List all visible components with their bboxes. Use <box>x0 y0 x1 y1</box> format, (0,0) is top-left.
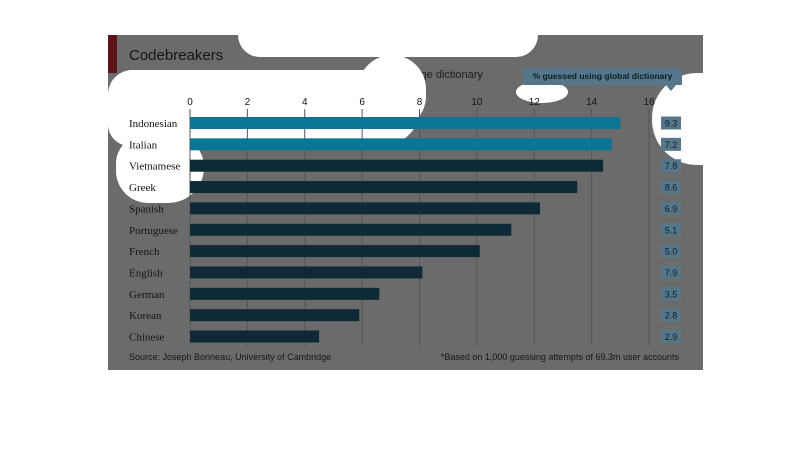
category-label: Greek <box>129 182 156 194</box>
x-tick-label: 12 <box>529 97 541 108</box>
global-dictionary-header: % guessed using global dictionary <box>523 68 682 85</box>
global-value-box <box>661 244 681 258</box>
global-value-box <box>661 308 681 322</box>
category-label: German <box>129 289 165 301</box>
bar <box>190 202 540 215</box>
global-value-label: 7.8 <box>665 161 678 171</box>
x-tick-label: 2 <box>245 97 251 108</box>
category-label: Spanish <box>129 203 164 215</box>
bar <box>190 287 380 300</box>
x-tick-label: 10 <box>471 97 483 108</box>
global-value-label: 3.5 <box>665 289 678 299</box>
chart-card: Codebreakers % of Yahoo! users' password… <box>108 35 703 370</box>
bar <box>190 159 604 172</box>
highlight-blob <box>116 135 204 203</box>
category-label: Indonesian <box>129 118 178 130</box>
global-value-label: 9.3 <box>665 119 678 129</box>
global-header-pointer <box>666 85 676 91</box>
x-tick-label: 0 <box>187 97 193 108</box>
global-value-label: 7.9 <box>665 268 678 278</box>
highlight-blob <box>516 81 568 103</box>
x-tick-label: 8 <box>417 97 423 108</box>
global-value-label: 2.8 <box>665 311 678 321</box>
brand-accent-bar <box>108 35 117 73</box>
x-tick-label: 6 <box>359 97 365 108</box>
x-tick-label: 16 <box>643 97 655 108</box>
bar <box>190 330 320 343</box>
chart-title: Codebreakers <box>129 47 224 64</box>
source-note: Source: Joseph Bonneau, University of Ca… <box>129 352 332 362</box>
x-tick-label: 14 <box>586 97 598 108</box>
category-label: Chinese <box>129 332 165 344</box>
category-label: Korean <box>129 310 162 322</box>
global-value-label: 8.6 <box>665 183 678 193</box>
global-value-box <box>661 137 681 151</box>
category-label: English <box>129 267 163 279</box>
global-value-label: 7.2 <box>665 140 678 150</box>
bar <box>190 117 621 129</box>
bar <box>190 245 480 258</box>
category-label: Vietnamese <box>129 161 180 173</box>
bar <box>190 309 360 322</box>
highlight-blob <box>238 35 538 57</box>
global-value-box <box>661 201 681 215</box>
global-value-label: 5.1 <box>665 225 678 235</box>
global-value-box <box>661 265 681 279</box>
bar <box>190 266 423 279</box>
category-label: Italian <box>129 139 158 151</box>
global-value-box <box>661 159 681 173</box>
global-value-box <box>661 223 681 237</box>
global-value-label: 6.9 <box>665 204 678 214</box>
global-value-box <box>661 180 681 194</box>
global-value-box <box>661 116 681 130</box>
bar-chart: 0 2 4 6 8 10 12 14 16 Indonesian 9.3 Italian 7.2 Viet… <box>129 97 681 346</box>
bar <box>190 223 512 236</box>
global-value-box <box>661 330 681 343</box>
bar <box>190 138 612 151</box>
global-value-label: 2.9 <box>665 332 678 342</box>
global-value-label: 5.0 <box>665 247 678 257</box>
bar <box>190 181 578 194</box>
category-label: French <box>129 246 160 258</box>
footnote: *Based on 1,000 guessing attempts of 69.… <box>440 352 679 362</box>
global-value-box <box>661 287 681 301</box>
x-tick-label: 4 <box>302 97 308 108</box>
category-label: Portuguese <box>129 225 178 237</box>
